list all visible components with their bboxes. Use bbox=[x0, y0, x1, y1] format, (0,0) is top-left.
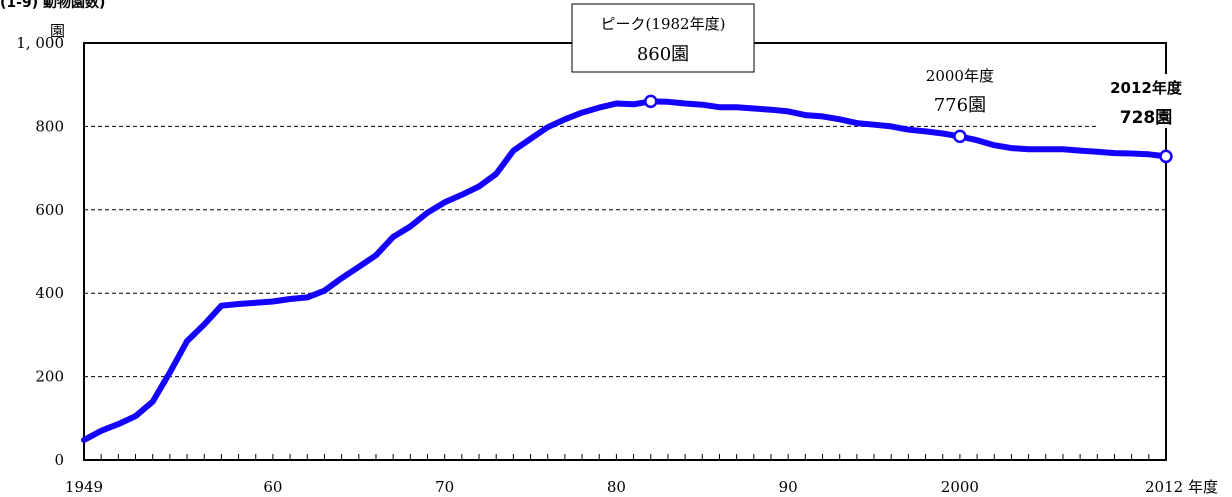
series-layer bbox=[81, 98, 1169, 443]
x-tick-label: 2000 bbox=[941, 478, 979, 496]
annotation-marker bbox=[953, 129, 967, 144]
latest-callout-value: 728園 bbox=[1120, 108, 1173, 128]
x-axis-ticks: 1949 60 70 80 90 2000 2012 年度 bbox=[65, 454, 1218, 496]
peak-callout-value: 860園 bbox=[637, 44, 689, 65]
annotation-layer: ピーク(1982年度) 860園 2000年度 776園 2012年度 728園 bbox=[571, 3, 1196, 164]
x-tick-label: 90 bbox=[779, 478, 798, 496]
x-tick-label: 60 bbox=[263, 478, 282, 496]
y-tick-label: 600 bbox=[35, 201, 64, 219]
x-tick-label: 80 bbox=[607, 478, 626, 496]
year-2000-callout-value: 776園 bbox=[934, 95, 986, 116]
chart-section-label: (1-9) 動物園数) bbox=[0, 0, 106, 11]
peak-callout-box bbox=[571, 3, 755, 73]
gridlines bbox=[84, 125, 1166, 378]
series-line-zoo-count bbox=[81, 98, 1169, 443]
y-axis-ticks: 0 200 400 600 800 1, 000 bbox=[16, 34, 64, 469]
annotation-marker bbox=[644, 94, 658, 109]
annotation-marker bbox=[1159, 149, 1173, 164]
y-tick-label: 1, 000 bbox=[16, 34, 64, 52]
y-tick-label: 0 bbox=[54, 451, 64, 469]
latest-callout-title: 2012年度 bbox=[1110, 79, 1183, 97]
x-tick-label: 1949 bbox=[65, 478, 103, 496]
peak-callout-title: ピーク(1982年度) bbox=[601, 15, 726, 33]
x-tick-label: 2012 年度 bbox=[1145, 478, 1218, 496]
latest-callout-bg bbox=[1098, 74, 1196, 128]
x-tick-label: 70 bbox=[435, 478, 454, 496]
year-2000-callout-title: 2000年度 bbox=[926, 67, 994, 85]
y-axis-unit-label: 園 bbox=[50, 22, 65, 40]
y-tick-label: 400 bbox=[35, 284, 64, 302]
y-tick-label: 800 bbox=[35, 117, 64, 135]
y-tick-label: 200 bbox=[35, 368, 64, 386]
